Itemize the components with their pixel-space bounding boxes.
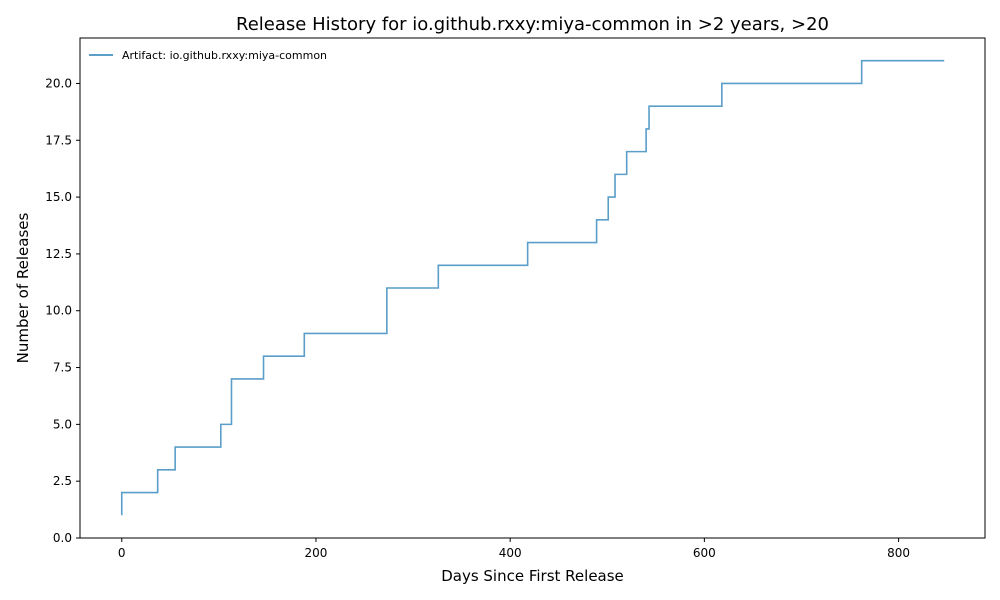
y-tick-label: 7.5 [53, 361, 72, 375]
y-tick-label: 0.0 [53, 531, 72, 545]
y-tick-label: 12.5 [45, 247, 72, 261]
y-tick-label: 5.0 [53, 417, 72, 431]
y-tick-label: 15.0 [45, 190, 72, 204]
x-tick-label: 200 [305, 546, 328, 560]
legend: Artifact: io.github.rxxy:miya-common [89, 49, 327, 62]
plot-area-frame [79, 37, 986, 539]
y-axis-title: Number of Releases [14, 212, 32, 363]
y-tick-label: 17.5 [45, 133, 72, 147]
y-tick-label: 2.5 [53, 474, 72, 488]
x-axis-title: Days Since First Release [441, 567, 624, 585]
y-axis-ticks: 0.0 2.5 5.0 7.5 10.0 12.5 15.0 17.5 20.0 [45, 76, 80, 545]
x-tick-label: 0 [118, 546, 126, 560]
chart-title: Release History for io.github.rxxy:miya-… [236, 14, 829, 35]
y-tick-label: 20.0 [45, 76, 72, 90]
x-tick-label: 800 [887, 546, 910, 560]
x-tick-label: 600 [693, 546, 716, 560]
series-step-line [120, 59, 945, 516]
x-axis-ticks: 0 200 400 600 800 [118, 538, 910, 560]
x-tick-label: 400 [499, 546, 522, 560]
y-tick-label: 10.0 [45, 304, 72, 318]
legend-label: Artifact: io.github.rxxy:miya-common [122, 49, 327, 62]
